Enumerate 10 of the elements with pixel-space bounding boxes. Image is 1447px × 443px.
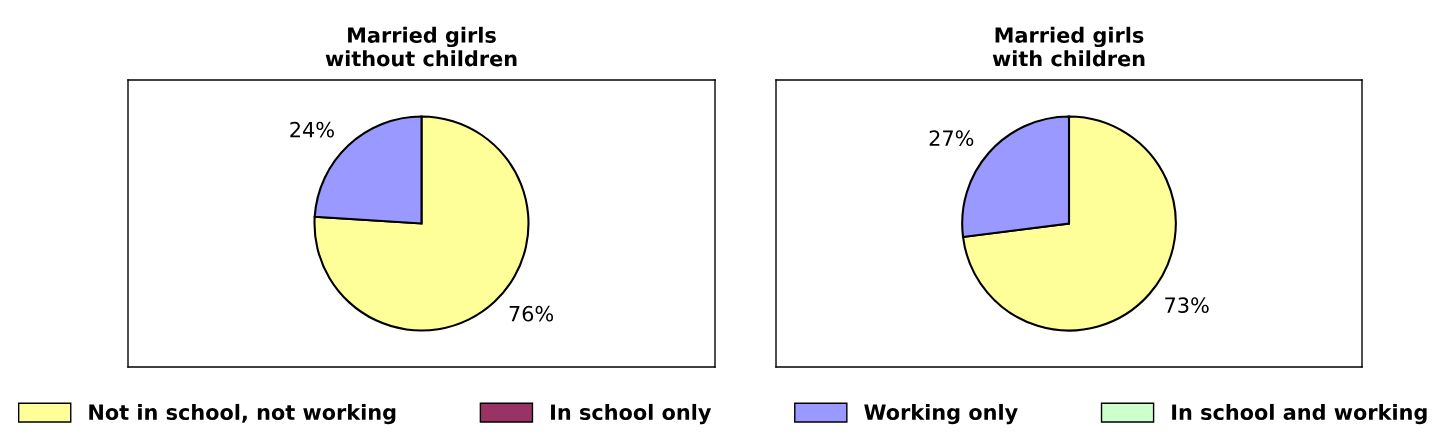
- data-label: 76%: [509, 305, 554, 322]
- legend-label: Not in school, not working: [89, 403, 396, 425]
- data-label: 27%: [929, 130, 974, 147]
- chart-title: Married girls with children: [992, 26, 1145, 67]
- data-label: 73%: [1165, 297, 1209, 314]
- legend-label: Working only: [864, 403, 1018, 425]
- legend-label: In school and working: [1172, 403, 1427, 425]
- data-label: 24%: [290, 121, 334, 138]
- legend-label: In school only: [551, 403, 712, 425]
- chart-title: Married girls without children: [325, 26, 517, 67]
